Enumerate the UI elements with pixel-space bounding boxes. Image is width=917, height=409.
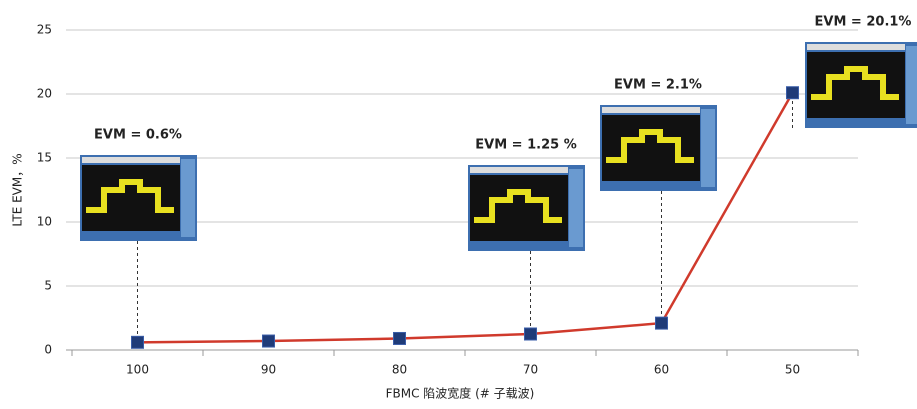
thumb-screen — [602, 115, 700, 181]
screenshot-thumbnail — [805, 42, 917, 128]
thumb-side — [701, 109, 715, 187]
marker — [787, 87, 799, 99]
y-tick-label: 20 — [37, 87, 52, 101]
y-tick-label: 0 — [44, 343, 52, 357]
screenshot-thumbnail — [80, 155, 197, 241]
thumb-screen — [82, 165, 180, 231]
data-label: EVM = 20.1% — [815, 15, 912, 30]
marker — [394, 332, 406, 344]
x-tick-label: 100 — [126, 363, 149, 377]
marker — [263, 335, 275, 347]
marker — [525, 328, 537, 340]
thumb-side — [906, 46, 917, 124]
thumb-bar — [807, 44, 905, 50]
y-axis-label: LTE EVM，% — [11, 153, 25, 226]
marker — [132, 336, 144, 348]
thumb-screen — [807, 52, 905, 118]
data-label: EVM = 2.1% — [614, 78, 702, 93]
thumb-side — [181, 159, 195, 237]
marker — [656, 317, 668, 329]
thumb-bar — [470, 167, 568, 173]
y-tick-label: 10 — [37, 215, 52, 229]
data-label: EVM = 0.6% — [94, 128, 182, 143]
chart: FBMC 陷波宽度 (# 子载波) LTE EVM，% 0 5 10 15 20 25 10… — [0, 0, 917, 409]
screenshot-thumbnail — [468, 165, 585, 251]
thumb-screen — [470, 175, 568, 241]
thumb-bar — [602, 107, 700, 113]
x-tick-label: 70 — [523, 363, 538, 377]
screenshot-thumbnail — [600, 105, 717, 191]
x-tick-label: 60 — [654, 363, 669, 377]
thumb-side — [569, 169, 583, 247]
y-tick-label: 25 — [37, 23, 52, 37]
x-tick-label: 80 — [392, 363, 407, 377]
y-tick-label: 15 — [37, 151, 52, 165]
thumb-bar — [82, 157, 180, 163]
x-axis-label: FBMC 陷波宽度 (# 子载波) — [386, 386, 535, 401]
x-tick-label: 50 — [785, 363, 800, 377]
x-tick-label: 90 — [261, 363, 276, 377]
data-label: EVM = 1.25 % — [475, 138, 576, 153]
y-tick-label: 5 — [44, 279, 52, 293]
